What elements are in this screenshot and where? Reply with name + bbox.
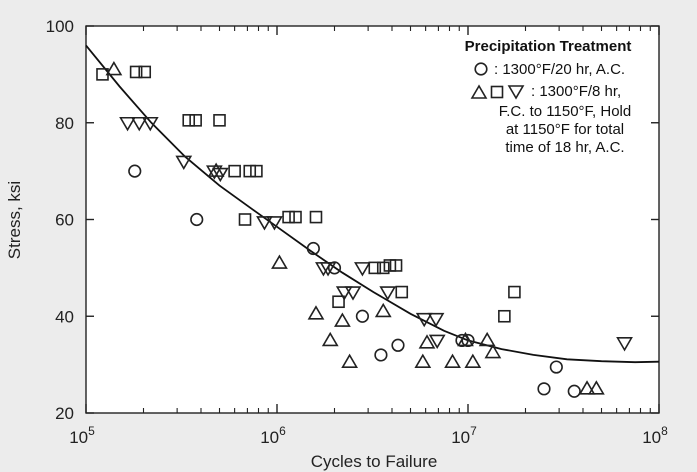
legend-square-icon	[490, 85, 504, 99]
triangle-down-data-point	[379, 286, 397, 301]
triangle-data-point	[478, 331, 496, 347]
square-data-point	[228, 164, 241, 178]
legend-triangle-icon	[470, 84, 488, 99]
legend: Precipitation Treatment : 1300°F/20 hr, …	[465, 38, 632, 156]
triangle-down-data-point	[141, 116, 159, 132]
triangle-data-point	[341, 353, 359, 369]
square-data-point	[138, 65, 152, 79]
triangle-down-data-point	[266, 216, 283, 231]
legend-entry-2-line-3: at 1150°F for total	[506, 121, 624, 138]
triangle-data-point	[578, 380, 596, 395]
x-tick-label: 108	[642, 424, 668, 447]
square-data-point	[508, 285, 521, 299]
triangle-data-point	[457, 331, 474, 347]
square-data-point	[368, 261, 382, 275]
y-tick-label: 60	[55, 211, 74, 230]
square-data-point	[250, 164, 263, 178]
legend-triangle-down-icon	[507, 85, 525, 100]
square-data-point	[213, 114, 226, 127]
triangle-data-point	[271, 254, 288, 269]
tick-labels: 20 40 60 80 100 105 106 107 108	[46, 17, 668, 447]
circle-data-point	[391, 338, 405, 352]
triangle-down-data-point	[205, 165, 223, 180]
circle-data-point	[355, 309, 370, 323]
y-tick-label: 80	[55, 114, 74, 133]
y-tick-label: 40	[55, 307, 74, 326]
circle-data-point	[374, 348, 388, 362]
triangle-data-point	[307, 305, 325, 320]
triangle-down-data-point	[415, 312, 433, 328]
triangle-data-point	[321, 331, 339, 347]
square-data-point	[129, 65, 143, 79]
square-data-point	[96, 68, 109, 81]
plot-area	[85, 25, 660, 414]
triangle-data-point	[334, 312, 351, 327]
x-tick-label: 107	[451, 424, 477, 447]
square-data-point	[243, 164, 257, 178]
triangle-down-data-point	[130, 116, 148, 132]
triangle-data-point	[105, 60, 123, 76]
triangle-down-data-point	[256, 216, 273, 231]
triangle-down-data-point	[354, 262, 371, 277]
triangle-down-data-point	[428, 334, 446, 350]
circle-data-point	[537, 382, 551, 396]
square-data-point	[332, 295, 345, 309]
triangle-data-point	[414, 353, 432, 369]
triangle-down-data-point	[344, 286, 362, 301]
x-axis-label: Cycles to Failure	[311, 452, 438, 471]
circle-data-point	[306, 241, 320, 256]
triangle-data-point	[484, 343, 502, 359]
square-data-point	[309, 210, 323, 224]
triangle-down-data-point	[427, 312, 445, 328]
legend-circle-icon	[474, 62, 488, 76]
square-data-point	[182, 114, 196, 127]
axis-ticks	[85, 25, 660, 414]
circle-data-point	[567, 384, 581, 398]
circle-data-point	[455, 333, 469, 348]
x-tick-label: 106	[260, 424, 286, 447]
triangle-data-point	[374, 302, 392, 318]
triangle-down-data-point	[616, 337, 633, 352]
square-data-point	[289, 210, 302, 224]
legend-entry-1-text: : 1300°F/20 hr, A.C.	[494, 61, 625, 78]
triangle-data-point	[587, 380, 605, 395]
triangle-data-point	[464, 353, 482, 369]
square-data-point	[395, 285, 409, 299]
triangle-down-data-point	[335, 286, 353, 301]
triangle-down-data-point	[119, 116, 136, 132]
triangle-data-point	[444, 353, 461, 369]
circle-data-point	[128, 164, 142, 178]
triangle-down-data-point	[175, 155, 193, 171]
triangle-data-point	[418, 334, 436, 349]
square-data-point	[498, 309, 511, 323]
legend-title: Precipitation Treatment	[465, 38, 632, 55]
legend-entry-2-line-2: F.C. to 1150°F, Hold	[499, 103, 631, 120]
circle-data-point	[190, 212, 204, 227]
legend-entry-2-line-1: : 1300°F/8 hr,	[531, 83, 621, 100]
data-points	[96, 60, 633, 398]
x-tick-label: 105	[69, 424, 95, 447]
y-tick-label: 20	[55, 404, 74, 423]
circle-data-point	[549, 360, 563, 374]
square-data-point	[189, 114, 202, 127]
square-data-point	[376, 261, 390, 275]
square-data-point	[238, 213, 252, 226]
legend-entry-2-line-4: time of 18 hr, A.C.	[505, 139, 624, 156]
square-data-point	[282, 210, 295, 224]
y-axis-label: Stress, ksi	[5, 181, 24, 259]
y-tick-label: 100	[46, 17, 74, 36]
triangle-down-data-point	[211, 167, 229, 183]
square-data-point	[389, 259, 403, 272]
triangle-down-data-point	[319, 262, 337, 277]
